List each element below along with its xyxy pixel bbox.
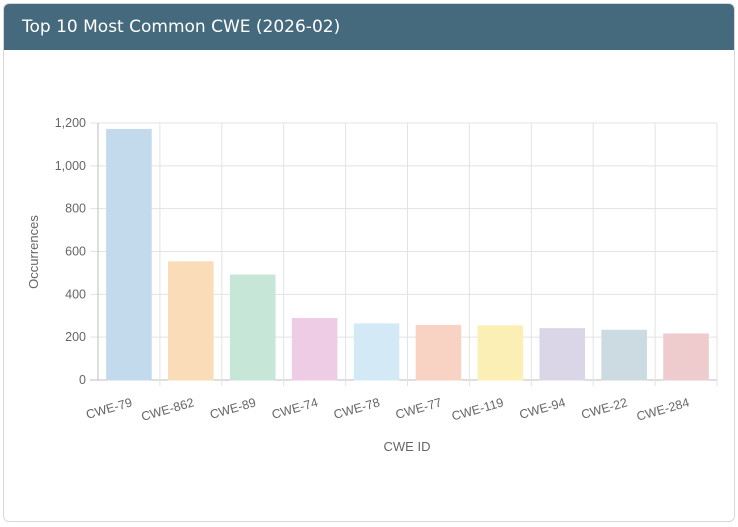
x-tick-label: CWE-119 bbox=[450, 395, 505, 423]
x-tick-label: CWE-77 bbox=[394, 395, 443, 421]
y-tick-label: 200 bbox=[65, 330, 86, 344]
x-tick-label: CWE-74 bbox=[270, 395, 319, 421]
x-tick-label: CWE-862 bbox=[140, 395, 196, 423]
y-tick-label: 0 bbox=[79, 373, 86, 387]
card-header: Top 10 Most Common CWE (2026-02) bbox=[4, 4, 734, 50]
x-axis-title: CWE ID bbox=[384, 439, 431, 454]
bar-cwe-119[interactable] bbox=[477, 325, 524, 381]
y-tick-label: 1,200 bbox=[55, 116, 86, 130]
x-tick-label: CWE-94 bbox=[518, 395, 567, 421]
y-axis-title: Occurrences bbox=[26, 215, 41, 289]
y-tick-label: 800 bbox=[65, 202, 86, 216]
bar-cwe-79[interactable] bbox=[106, 128, 152, 381]
bar-cwe-89[interactable] bbox=[229, 274, 276, 381]
x-tick-label: CWE-79 bbox=[85, 395, 134, 421]
y-tick-label: 600 bbox=[65, 245, 86, 259]
x-tick-label: CWE-78 bbox=[332, 395, 381, 421]
bar-cwe-284[interactable] bbox=[663, 333, 709, 381]
bar-cwe-78[interactable] bbox=[353, 323, 400, 381]
bar-cwe-22[interactable] bbox=[601, 329, 647, 381]
bars bbox=[106, 128, 709, 381]
x-tick-label: CWE-89 bbox=[208, 395, 257, 421]
x-tick-label: CWE-284 bbox=[635, 395, 691, 423]
x-axis-ticks: CWE-79 CWE-862 CWE-89 CWE-74 CWE-78 CWE-77 CWE… bbox=[85, 395, 691, 423]
bar-cwe-74[interactable] bbox=[291, 318, 338, 381]
y-axis-ticks: 0 200 400 600 800 1,000 1,200 bbox=[55, 116, 86, 387]
y-tick-label: 1,000 bbox=[55, 159, 86, 173]
bar-cwe-862[interactable] bbox=[168, 261, 214, 381]
x-tick-label: CWE-22 bbox=[580, 395, 629, 421]
bar-cwe-77[interactable] bbox=[415, 324, 462, 381]
bar-cwe-94[interactable] bbox=[539, 328, 586, 381]
card-title: Top 10 Most Common CWE (2026-02) bbox=[22, 17, 341, 37]
y-tick-label: 400 bbox=[65, 287, 86, 301]
